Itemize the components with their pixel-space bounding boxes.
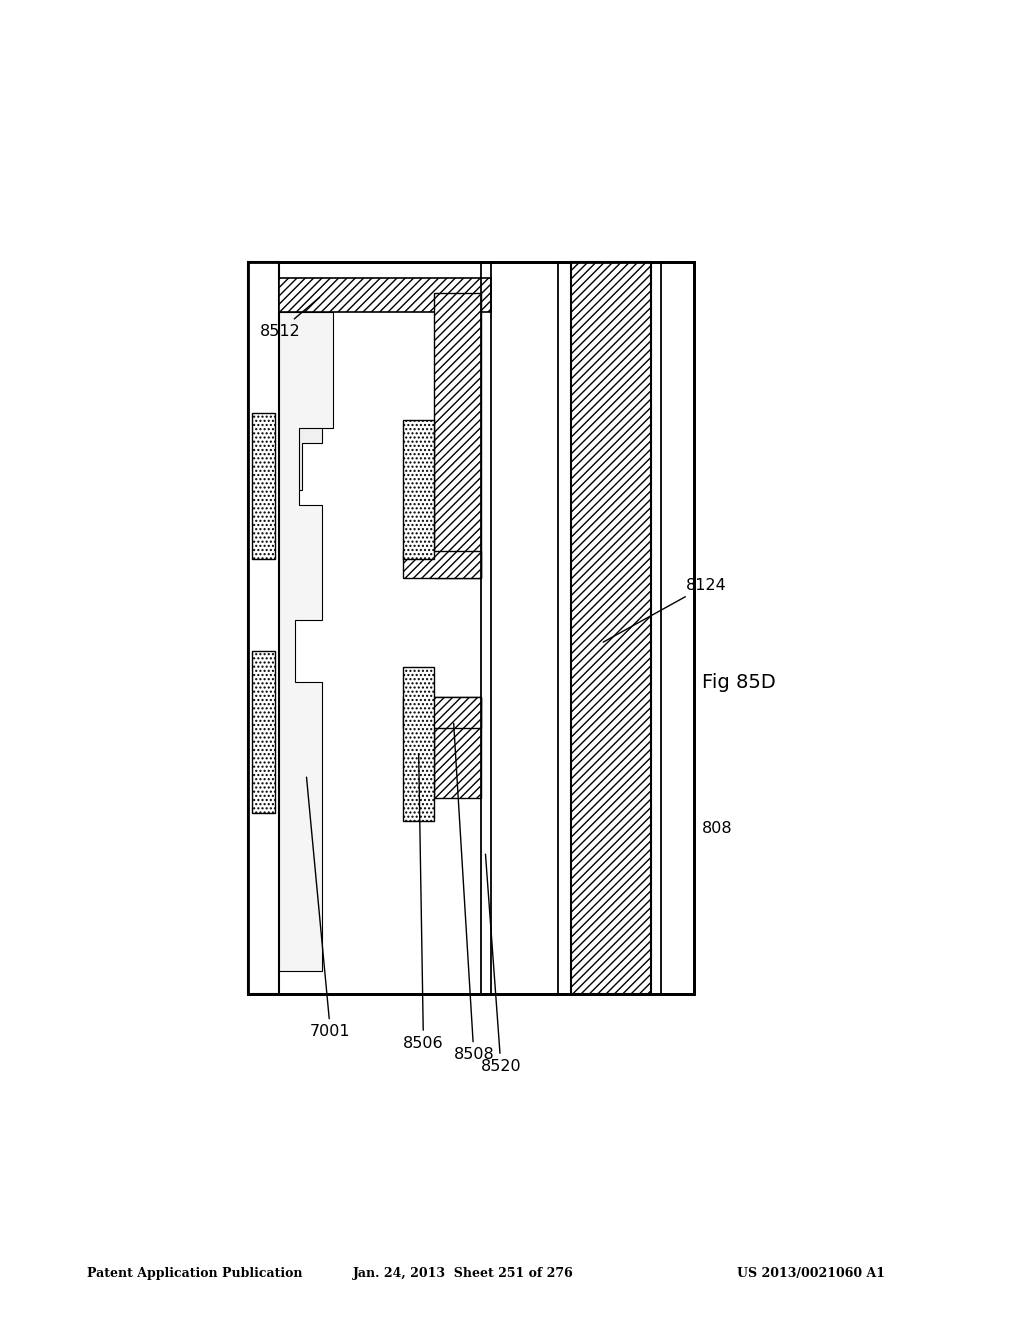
Polygon shape — [280, 313, 322, 490]
Bar — [252, 412, 275, 558]
Text: 7001: 7001 — [306, 777, 351, 1039]
Bar — [248, 263, 693, 994]
Text: 8508: 8508 — [454, 723, 495, 1063]
Bar — [434, 697, 480, 797]
Bar — [403, 697, 480, 729]
Text: US 2013/0021060 A1: US 2013/0021060 A1 — [737, 1267, 886, 1280]
Bar — [403, 552, 480, 578]
Bar — [248, 263, 280, 994]
Bar — [280, 277, 490, 313]
Text: 8520: 8520 — [480, 854, 521, 1074]
Bar — [571, 263, 651, 994]
Bar — [403, 420, 434, 558]
Text: Patent Application Publication: Patent Application Publication — [87, 1267, 302, 1280]
Text: Fig 85D: Fig 85D — [701, 672, 775, 692]
Text: 8512: 8512 — [260, 297, 319, 338]
Bar — [248, 263, 693, 994]
Bar — [403, 667, 434, 821]
Text: 8124: 8124 — [603, 578, 727, 642]
Polygon shape — [280, 313, 334, 970]
Text: 808: 808 — [701, 821, 732, 836]
Bar — [434, 293, 480, 578]
Text: Jan. 24, 2013  Sheet 251 of 276: Jan. 24, 2013 Sheet 251 of 276 — [353, 1267, 574, 1280]
Bar — [252, 651, 275, 813]
Text: 8506: 8506 — [403, 754, 443, 1051]
